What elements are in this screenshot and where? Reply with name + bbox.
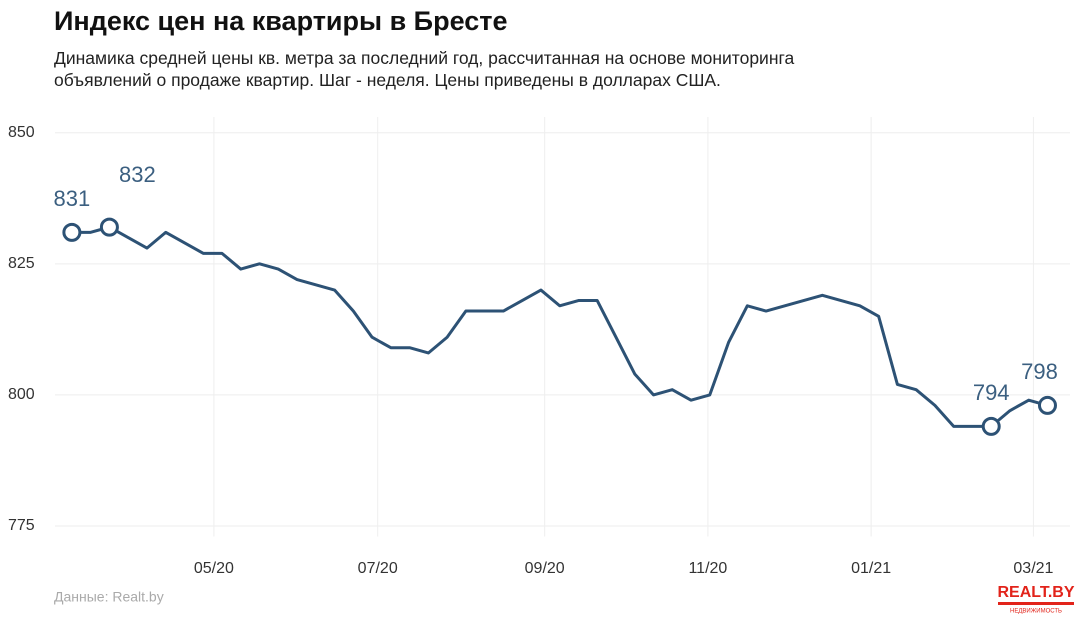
marker [99,217,119,237]
marker [62,222,82,242]
chart-subtitle: объявлений о продаже квартир. Шаг - неде… [54,70,721,90]
logo-tagline: НЕДВИЖИМОСТЬ [1010,609,1062,615]
data-label: 794 [973,380,1010,405]
chart-subtitle: Динамика средней цены кв. метра за после… [54,48,795,68]
data-label: 831 [54,186,91,211]
data-label: 832 [119,162,156,187]
x-tick-label: 09/20 [525,560,565,577]
data-label: 798 [1021,359,1058,384]
x-tick-label: 11/20 [688,560,727,577]
marker [981,416,1001,436]
x-tick-label: 01/21 [851,560,891,577]
marker [1037,395,1057,415]
y-tick-label: 850 [8,124,35,141]
chart-title: Индекс цен на квартиры в Бресте [54,6,508,36]
logo-bar [998,602,1074,605]
x-tick-label: 07/20 [358,560,398,577]
x-tick-label: 03/21 [1013,560,1053,577]
source: Данные: Realt.by [54,589,164,605]
x-tick-label: 05/20 [194,560,234,577]
y-tick-label: 800 [8,386,35,403]
line [71,225,1048,428]
y-tick-label: 775 [8,517,35,534]
logo: REALT.BY [997,584,1074,601]
y-tick-label: 825 [8,255,35,272]
